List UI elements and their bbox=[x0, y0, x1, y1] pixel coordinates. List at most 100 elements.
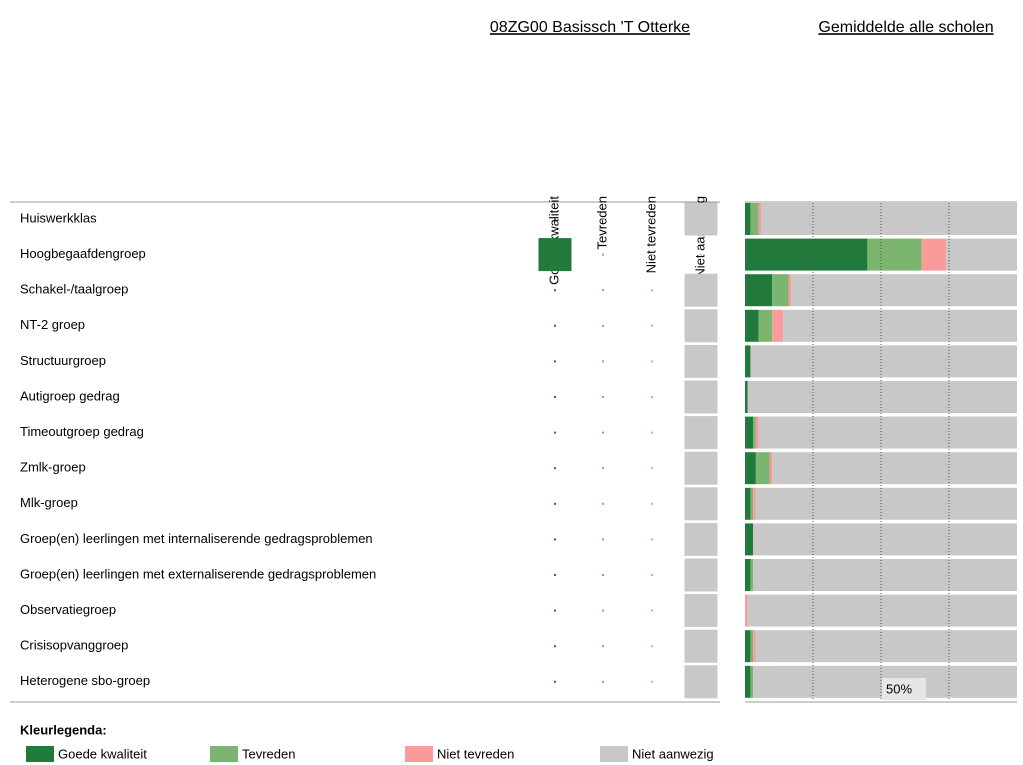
bar-segment bbox=[753, 523, 1017, 556]
bar-segment bbox=[772, 274, 789, 307]
bar-segment bbox=[755, 630, 1017, 663]
school-title: 08ZG00 Basissch 'T Otterke bbox=[490, 19, 690, 36]
row-label: Heterogene sbo-groep bbox=[20, 673, 150, 688]
school-cell bbox=[602, 396, 604, 398]
bar-segment bbox=[921, 238, 947, 271]
school-cell bbox=[651, 609, 653, 612]
school-cell bbox=[684, 487, 718, 521]
bar-segment bbox=[750, 630, 754, 663]
school-cell bbox=[602, 645, 604, 648]
column-header: Niet tevreden bbox=[643, 196, 658, 273]
legend-swatch bbox=[210, 746, 238, 762]
school-cell bbox=[651, 253, 653, 256]
row-label: Groep(en) leerlingen met internaliserend… bbox=[20, 531, 373, 546]
row-label: Observatiegroep bbox=[20, 602, 116, 617]
bar-segment bbox=[772, 309, 784, 342]
row-label: Schakel-/taalgroep bbox=[20, 282, 128, 297]
bar-segment bbox=[783, 309, 1017, 342]
school-cell bbox=[602, 574, 604, 576]
bar-segment bbox=[772, 452, 1017, 485]
row-label: Hoogbegaafdengroep bbox=[20, 246, 146, 261]
bar-segment bbox=[745, 487, 751, 520]
row-label: Autigroep gedrag bbox=[20, 388, 120, 403]
bar-segment bbox=[791, 274, 1017, 307]
school-cell bbox=[684, 522, 718, 556]
school-cell bbox=[602, 431, 604, 434]
bar-segment bbox=[745, 559, 751, 591]
school-cell bbox=[602, 502, 604, 505]
column-header: Tevreden bbox=[594, 196, 609, 249]
tick-label-bg bbox=[882, 678, 926, 700]
bar-segment bbox=[750, 665, 754, 698]
bar-segment bbox=[755, 452, 770, 485]
row-label: Timeoutgroep gedrag bbox=[20, 424, 144, 439]
school-cell bbox=[651, 218, 653, 220]
school-cell bbox=[554, 396, 556, 398]
school-cell bbox=[684, 273, 718, 307]
school-cell bbox=[651, 431, 653, 434]
school-cell bbox=[602, 289, 604, 292]
school-cell bbox=[684, 202, 718, 236]
school-cell bbox=[651, 645, 653, 648]
bar-segment bbox=[745, 630, 751, 663]
bar-segment bbox=[788, 274, 792, 307]
legend-label: Niet tevreden bbox=[437, 746, 514, 761]
school-cell bbox=[554, 467, 556, 470]
x-tick-label: 50% bbox=[886, 681, 912, 696]
school-cell bbox=[554, 680, 556, 683]
legend-swatch bbox=[405, 746, 433, 762]
bar-segment bbox=[867, 238, 922, 271]
bar-segment bbox=[753, 487, 756, 520]
bar-segment bbox=[755, 416, 759, 449]
row-label: NT-2 groep bbox=[20, 317, 85, 332]
school-cell bbox=[554, 609, 556, 612]
school-cell bbox=[684, 594, 718, 628]
school-cell bbox=[684, 629, 718, 663]
school-cell bbox=[554, 360, 556, 363]
school-cell bbox=[651, 360, 653, 363]
school-cell bbox=[700, 253, 702, 256]
school-cell bbox=[684, 665, 718, 699]
school-cell bbox=[651, 289, 653, 292]
row-label: Structuurgroep bbox=[20, 353, 106, 368]
row-label: Zmlk-groep bbox=[20, 460, 86, 475]
bar-segment bbox=[747, 594, 1017, 627]
bar-segment bbox=[769, 452, 773, 485]
school-cell bbox=[602, 253, 604, 256]
bar-segment bbox=[753, 630, 756, 663]
bar-segment bbox=[745, 381, 748, 413]
bar-segment bbox=[745, 274, 773, 307]
school-cell bbox=[602, 218, 604, 220]
school-cell bbox=[684, 451, 718, 485]
bar-segment bbox=[946, 238, 1017, 271]
school-cell bbox=[651, 324, 653, 327]
school-cell bbox=[554, 645, 556, 648]
bar-segment bbox=[745, 523, 754, 556]
bar-segment bbox=[745, 416, 754, 449]
school-cell bbox=[538, 238, 572, 272]
school-cell bbox=[684, 558, 718, 592]
school-cell bbox=[554, 502, 556, 505]
legend-label: Tevreden bbox=[242, 746, 295, 761]
bar-segment bbox=[745, 309, 759, 342]
school-cell bbox=[602, 467, 604, 470]
row-label: Crisisopvanggroep bbox=[20, 638, 128, 653]
school-cell bbox=[651, 574, 653, 576]
bar-segment bbox=[758, 416, 1017, 449]
row-label: Mlk-groep bbox=[20, 495, 78, 510]
school-cell bbox=[554, 538, 556, 541]
legend-label: Goede kwaliteit bbox=[58, 746, 147, 761]
school-cell bbox=[554, 574, 556, 576]
school-cell bbox=[651, 467, 653, 470]
row-label: Huiswerkklas bbox=[20, 210, 97, 225]
bar-segment bbox=[745, 203, 751, 235]
bar-segment bbox=[750, 345, 1017, 378]
legend-swatch bbox=[26, 746, 54, 762]
school-cell bbox=[602, 538, 604, 541]
bar-segment bbox=[750, 203, 759, 235]
bar-segment bbox=[745, 238, 868, 271]
chart-title: Gemiddelde alle scholen bbox=[818, 19, 993, 36]
legend-title: Kleurlegenda: bbox=[20, 722, 107, 737]
row-label: Groep(en) leerlingen met externaliserend… bbox=[20, 566, 376, 581]
legend-swatch bbox=[600, 746, 628, 762]
